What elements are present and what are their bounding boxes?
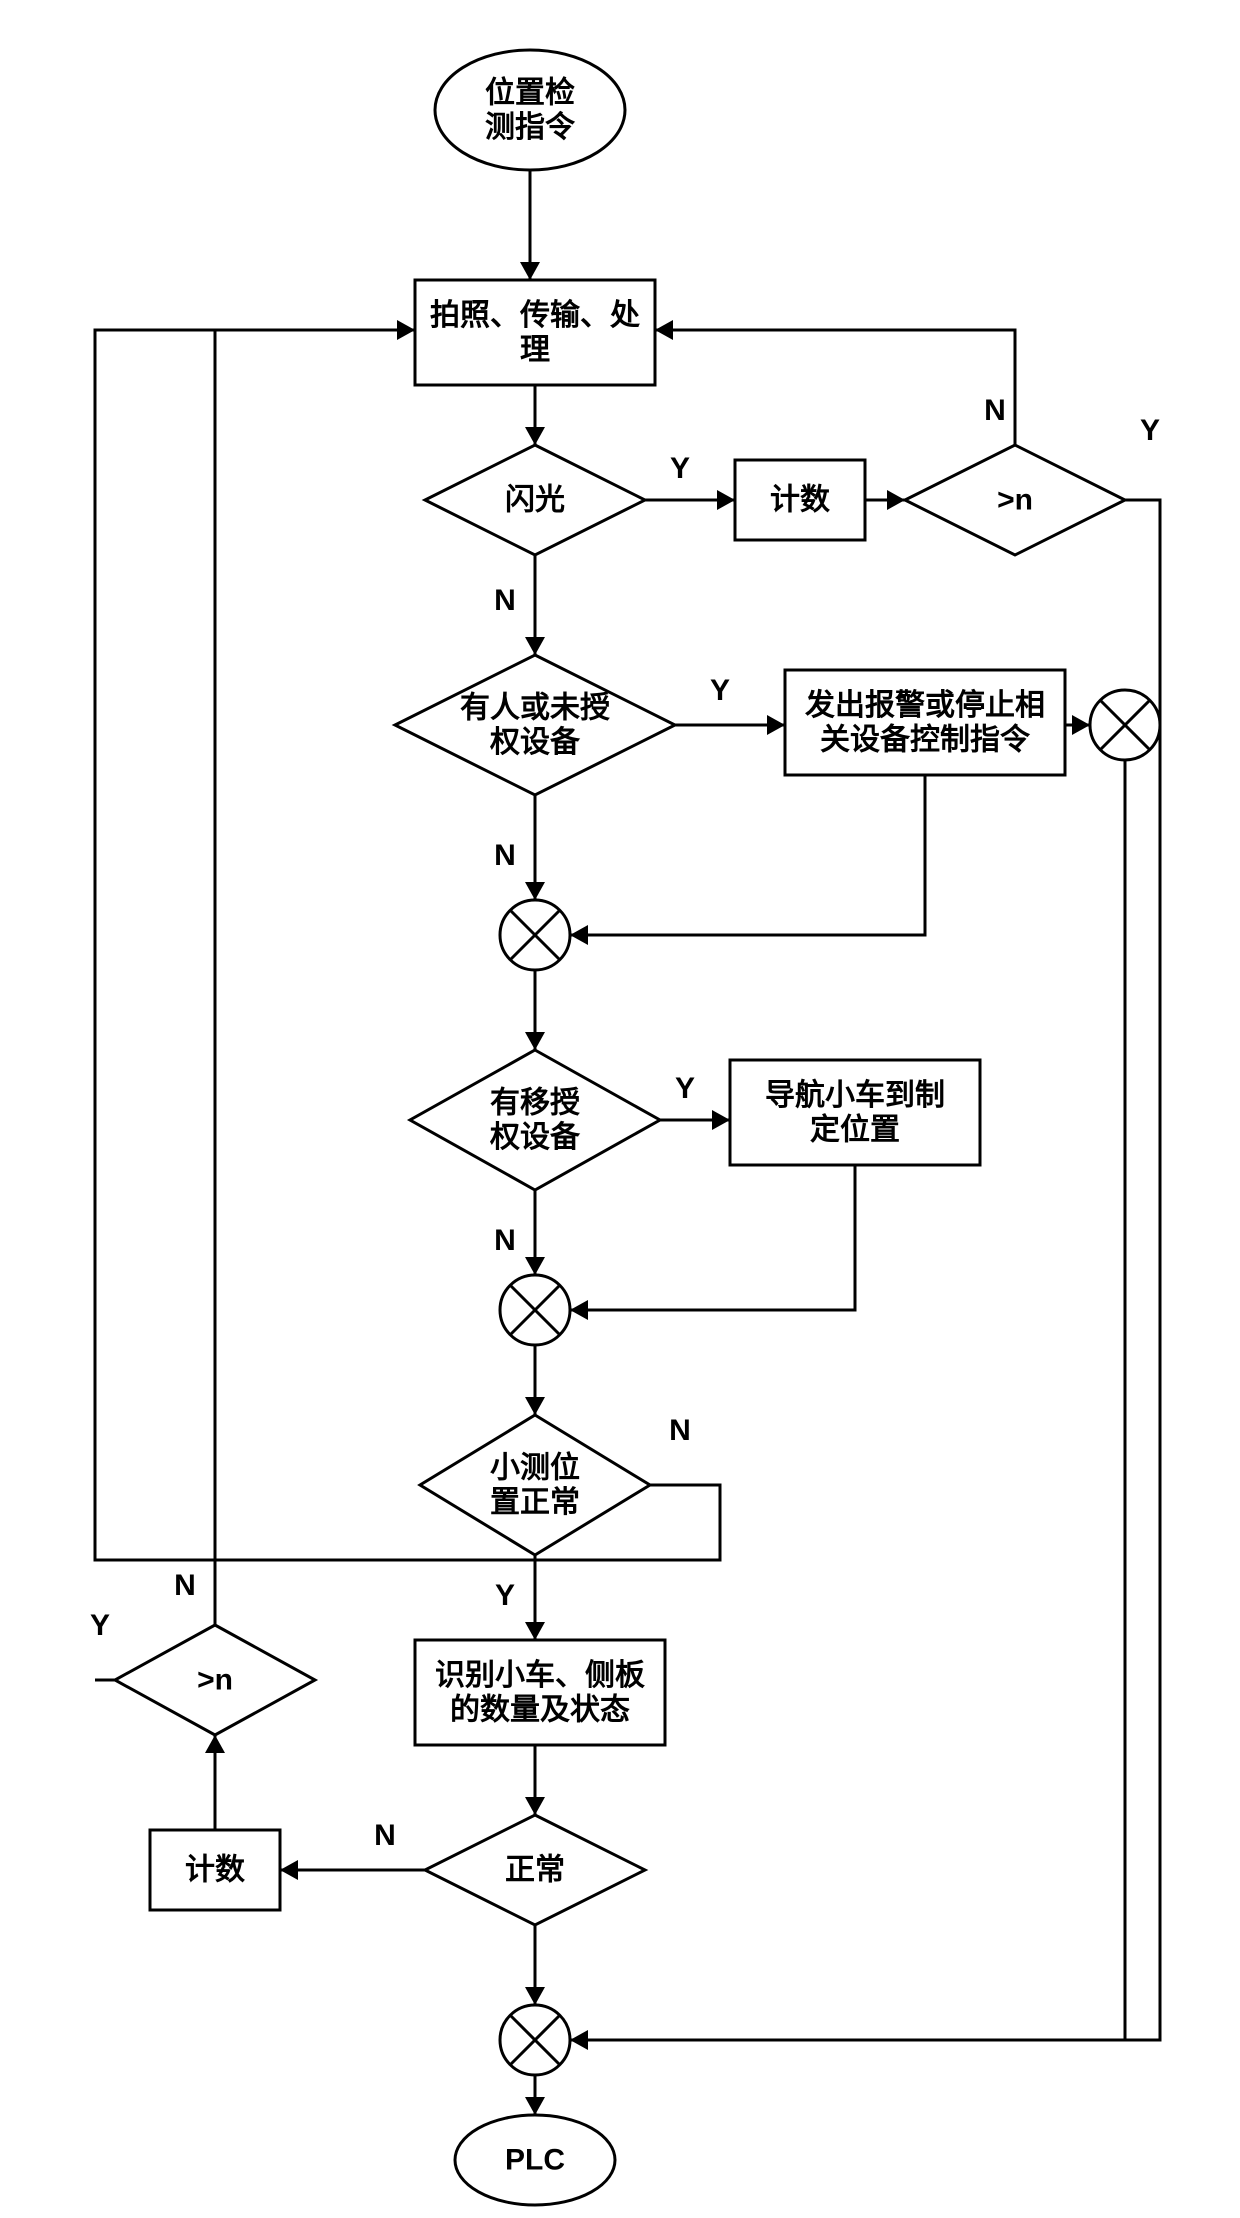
svg-text:有人或未授: 有人或未授 [460,691,610,724]
svg-text:Y: Y [710,674,730,707]
svg-text:正常: 正常 [505,1854,565,1887]
svg-text:权设备: 权设备 [489,725,581,759]
svg-text:PLC: PLC [505,2144,565,2177]
svg-text:N: N [494,584,516,617]
svg-text:识别小车、侧板: 识别小车、侧板 [435,1658,645,1692]
svg-text:N: N [494,839,516,872]
svg-text:闪光: 闪光 [505,484,565,517]
svg-text:有移授: 有移授 [490,1086,580,1119]
svg-text:置正常: 置正常 [490,1486,580,1519]
svg-text:N: N [984,394,1006,427]
svg-text:位置检: 位置检 [485,75,575,109]
svg-text:N: N [174,1569,196,1602]
svg-text:导航小车到制: 导航小车到制 [765,1078,945,1112]
svg-text:发出报警或停止相: 发出报警或停止相 [804,688,1045,722]
svg-text:计数: 计数 [770,484,831,517]
svg-text:N: N [374,1819,396,1852]
svg-text:Y: Y [495,1579,515,1612]
svg-text:Y: Y [670,452,690,485]
svg-text:Y: Y [675,1072,695,1105]
svg-text:小测位: 小测位 [490,1450,580,1484]
svg-text:关设备控制指令: 关设备控制指令 [820,722,1031,756]
svg-text:理: 理 [520,333,550,366]
svg-text:计数: 计数 [185,1854,246,1887]
svg-text:权设备: 权设备 [489,1120,581,1154]
svg-text:N: N [669,1414,691,1447]
svg-text:定位置: 定位置 [810,1112,900,1146]
svg-text:>n: >n [197,1664,233,1697]
svg-text:的数量及状态: 的数量及状态 [450,1693,630,1726]
svg-text:Y: Y [90,1609,110,1642]
svg-text:Y: Y [1140,414,1160,447]
svg-text:拍照、传输、处: 拍照、传输、处 [430,299,640,332]
svg-text:>n: >n [997,484,1033,517]
svg-text:N: N [494,1224,516,1257]
svg-text:测指令: 测指令 [485,110,576,144]
